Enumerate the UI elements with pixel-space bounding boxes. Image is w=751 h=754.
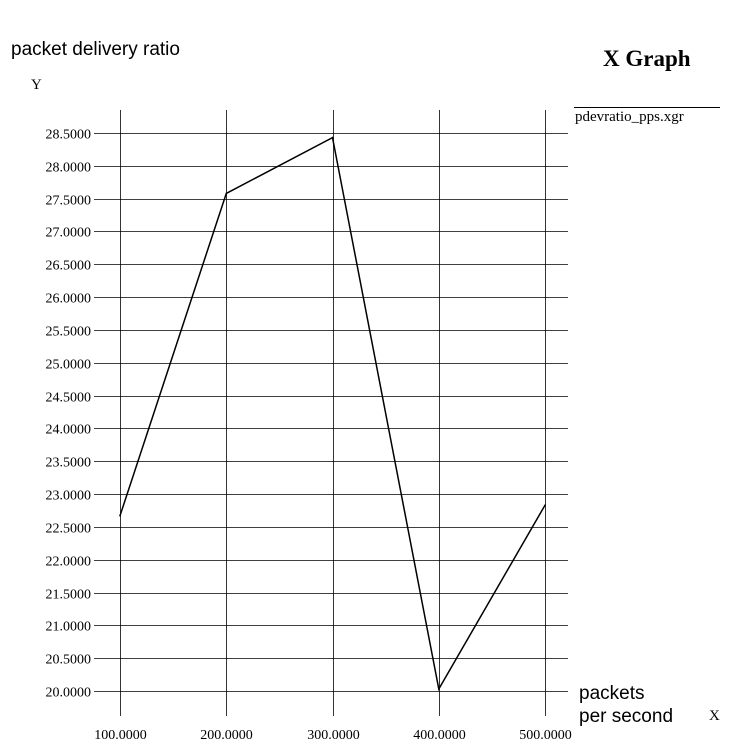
y-tick-label: 20.5000 bbox=[46, 653, 92, 668]
x-tick-label: 400.0000 bbox=[413, 728, 466, 743]
y-tick-label: 24.0000 bbox=[46, 423, 92, 438]
y-axis-letter: Y bbox=[31, 77, 42, 93]
chart-title: X Graph bbox=[603, 46, 691, 71]
y-tick-label: 25.5000 bbox=[46, 325, 92, 340]
x-tick-label: 200.0000 bbox=[200, 728, 253, 743]
y-tick-label: 22.5000 bbox=[46, 522, 92, 537]
data-point bbox=[225, 192, 228, 195]
series-line bbox=[119, 136, 546, 692]
y-tick-label: 23.0000 bbox=[46, 489, 92, 504]
y-tick-label: 26.0000 bbox=[46, 292, 92, 307]
data-point bbox=[119, 514, 121, 517]
y-axis-label: packet delivery ratio bbox=[11, 39, 180, 60]
x-axis-label-line1: packets bbox=[579, 683, 645, 704]
y-tick-label: 20.0000 bbox=[46, 686, 92, 701]
y-tick-label: 21.5000 bbox=[46, 588, 92, 603]
x-axis-label-line2: per second bbox=[579, 706, 674, 727]
y-tick-label: 22.0000 bbox=[46, 555, 92, 570]
y-tick-label: 28.5000 bbox=[46, 128, 92, 143]
y-tick-label: 23.5000 bbox=[46, 456, 92, 471]
x-tick-label: 300.0000 bbox=[307, 728, 360, 743]
legend-entry-label: pdevratio_pps.xgr bbox=[575, 109, 684, 125]
y-tick-label: 28.0000 bbox=[46, 161, 92, 176]
x-tick-label: 100.0000 bbox=[94, 728, 147, 743]
data-point bbox=[544, 504, 546, 507]
y-tick-label: 25.0000 bbox=[46, 358, 92, 373]
data-point bbox=[331, 136, 334, 139]
y-tick-label: 26.5000 bbox=[46, 259, 92, 274]
y-tick-label: 24.5000 bbox=[46, 391, 92, 406]
x-tick-label: 500.0000 bbox=[519, 728, 572, 743]
y-tick-label: 27.0000 bbox=[46, 226, 92, 241]
y-tick-label: 21.0000 bbox=[46, 620, 92, 635]
data-point bbox=[438, 688, 440, 690]
y-tick-label: 27.5000 bbox=[46, 194, 92, 209]
x-axis-letter: X bbox=[709, 708, 720, 724]
